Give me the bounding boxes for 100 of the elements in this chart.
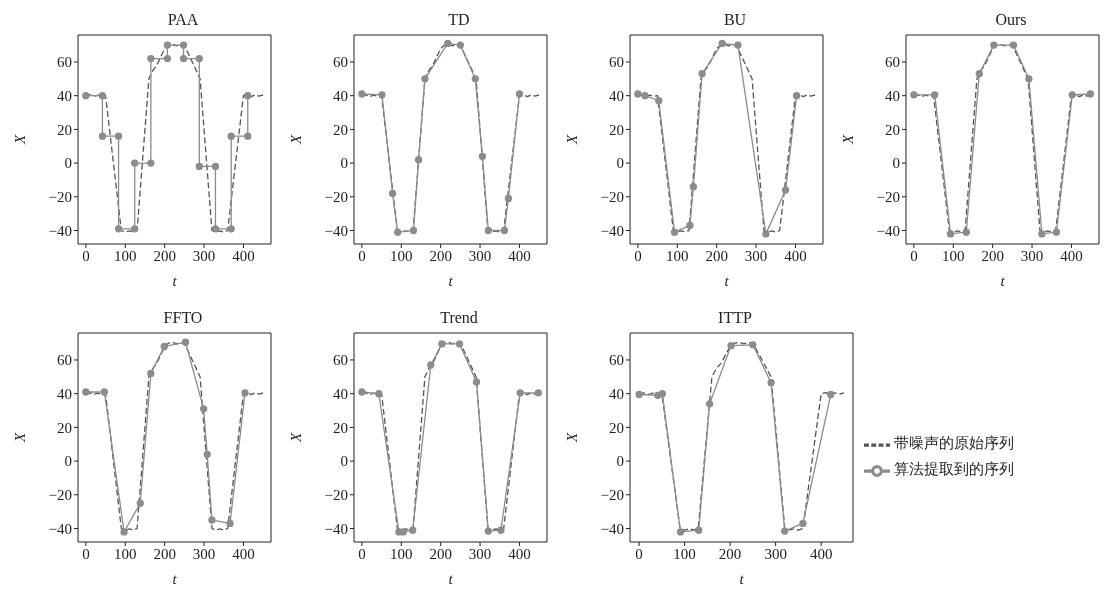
point <box>160 342 168 351</box>
point <box>82 388 90 396</box>
point <box>472 378 481 386</box>
point <box>244 92 252 100</box>
y-tick-label: −20 <box>600 189 624 206</box>
point <box>211 225 220 233</box>
point <box>394 228 402 236</box>
point <box>635 390 643 399</box>
x-tick-label: 300 <box>744 247 768 264</box>
y-tick-label: 60 <box>333 352 348 369</box>
point <box>781 186 790 194</box>
point <box>1025 75 1033 83</box>
point <box>1086 90 1094 98</box>
y-tick-label: −40 <box>324 222 348 239</box>
point <box>767 379 775 387</box>
x-tick-label: 200 <box>153 545 176 562</box>
x-tick-label: 100 <box>114 545 137 562</box>
y-tick-label: −20 <box>324 487 348 504</box>
y-tick-label: 0 <box>616 453 624 470</box>
y-tick-label: 20 <box>885 121 900 138</box>
x-tick-label: 400 <box>232 247 255 264</box>
y-tick-label: 0 <box>340 453 348 470</box>
y-tick-label: −20 <box>600 487 624 504</box>
point <box>409 226 418 235</box>
point <box>211 162 220 171</box>
y-tick-label: 60 <box>333 54 348 71</box>
point <box>195 54 203 63</box>
x-tick-label: 300 <box>192 247 216 264</box>
chart-title: Trend <box>439 308 479 328</box>
point <box>82 92 90 100</box>
x-tick-label: 200 <box>153 247 176 264</box>
y-tick-label: 60 <box>609 352 624 369</box>
point <box>515 90 524 98</box>
point <box>718 39 726 48</box>
point <box>781 527 789 535</box>
point <box>471 75 479 83</box>
y-tick-label: 40 <box>57 88 72 104</box>
point <box>1009 41 1018 49</box>
point <box>658 390 666 398</box>
x-tick-label: 100 <box>673 545 696 562</box>
point <box>226 519 234 528</box>
x-tick-label: 400 <box>508 247 531 264</box>
y-axis-title: X <box>288 432 305 444</box>
x-tick-label: 400 <box>232 545 255 562</box>
point <box>136 499 144 507</box>
point <box>241 389 249 397</box>
point <box>534 389 542 397</box>
point <box>484 527 492 535</box>
point <box>131 225 139 233</box>
point <box>227 225 235 233</box>
point <box>114 225 123 233</box>
y-tick-label: 60 <box>57 54 72 71</box>
x-axis-title: t <box>172 273 178 289</box>
y-tick-label: 40 <box>57 386 72 402</box>
x-axis-title: t <box>1000 273 1006 289</box>
point <box>478 152 487 161</box>
x-tick-label: 200 <box>429 545 452 562</box>
point <box>100 388 109 396</box>
x-tick-label: 400 <box>508 545 531 562</box>
point <box>749 341 757 349</box>
point <box>114 132 123 140</box>
y-tick-label: −20 <box>48 189 72 206</box>
chart-title: PAA <box>166 10 200 30</box>
x-tick-label: 400 <box>1060 247 1083 264</box>
y-tick-label: 20 <box>57 419 72 436</box>
y-tick-label: −40 <box>600 520 624 537</box>
point <box>975 70 983 78</box>
x-tick-label: 200 <box>718 545 742 562</box>
point <box>1038 230 1046 238</box>
point <box>655 97 663 105</box>
y-tick-label: −40 <box>324 520 348 537</box>
point <box>799 519 807 528</box>
x-tick-label: 400 <box>784 247 807 264</box>
point <box>762 230 770 238</box>
point <box>98 92 107 100</box>
point <box>244 132 252 140</box>
x-tick-label: 0 <box>82 247 90 264</box>
point <box>705 400 714 408</box>
y-tick-label: −40 <box>48 222 72 239</box>
point <box>179 41 188 49</box>
y-tick-label: 40 <box>885 88 900 104</box>
x-axis-title: t <box>172 571 178 587</box>
point <box>698 70 706 78</box>
point <box>455 340 464 348</box>
x-tick-label: 200 <box>705 247 728 264</box>
point <box>456 41 464 49</box>
point <box>990 41 998 49</box>
x-tick-label: 400 <box>809 545 833 562</box>
x-tick-label: 100 <box>114 247 137 264</box>
point <box>147 54 155 63</box>
y-tick-label: 0 <box>892 155 900 172</box>
legend-label: 带噪声的原始序列 <box>894 435 1014 452</box>
point <box>120 528 128 536</box>
point <box>358 388 366 396</box>
x-tick-label: 300 <box>1020 247 1044 264</box>
point <box>195 162 203 171</box>
point <box>734 41 742 49</box>
x-tick-label: 100 <box>390 247 413 264</box>
y-tick-label: −20 <box>324 189 348 206</box>
y-tick-label: 20 <box>609 419 624 436</box>
